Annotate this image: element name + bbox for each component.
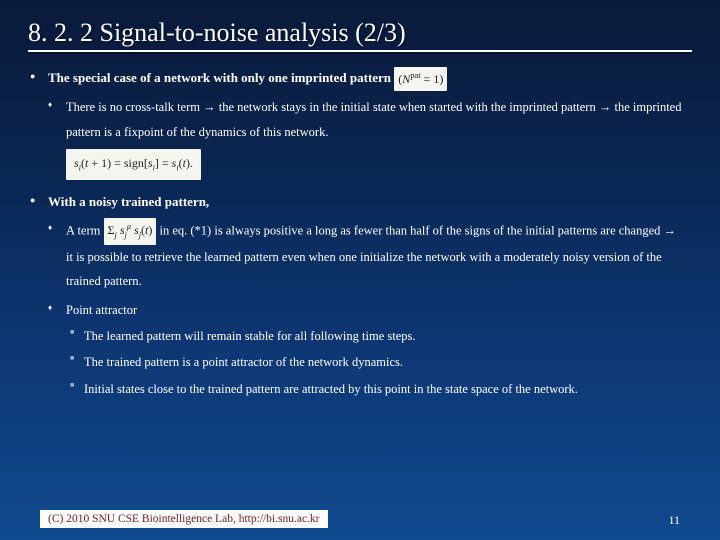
page-number: 11 xyxy=(668,510,680,528)
slide-content: The special case of a network with only … xyxy=(0,66,720,401)
bullet-2: With a noisy trained pattern, A term Σj … xyxy=(48,190,684,402)
bullet-1: The special case of a network with only … xyxy=(48,66,684,180)
bullet-2-sub-1b: in eq. (*1) is always positive a long as… xyxy=(66,223,676,288)
footer-credit: (C) 2010 SNU CSE Biointelligence Lab, ht… xyxy=(40,510,328,528)
formula-npat: (Npat = 1) xyxy=(394,67,447,92)
bullet-2-sub-1a: A term xyxy=(66,223,100,237)
bullet-1-sub-1: There is no cross-talk term → the networ… xyxy=(48,95,684,144)
bullet-2-sub-2-item-0: The learned pattern will remain stable f… xyxy=(48,324,684,348)
bullet-2-head: With a noisy trained pattern, xyxy=(48,194,209,209)
title-underline xyxy=(28,50,692,52)
formula-fixpoint: si(t + 1) = sign[si] = si(t). xyxy=(66,149,201,179)
bullet-2-sub-1: A term Σj sjμ sj(t) in eq. (*1) is alway… xyxy=(48,218,684,294)
slide-title: 8. 2. 2 Signal-to-noise analysis (2/3) xyxy=(0,0,720,50)
bullet-1-head: The special case of a network with only … xyxy=(48,70,391,85)
footer: (C) 2010 SNU CSE Biointelligence Lab, ht… xyxy=(0,510,720,528)
bullet-2-sub-2-item-1: The trained pattern is a point attractor… xyxy=(48,350,684,374)
formula-sum: Σj sjμ sj(t) xyxy=(104,218,157,245)
bullet-2-sub-2-item-2: Initial states close to the trained patt… xyxy=(48,377,684,401)
bullet-2-sub-2: Point attractor xyxy=(48,298,684,322)
